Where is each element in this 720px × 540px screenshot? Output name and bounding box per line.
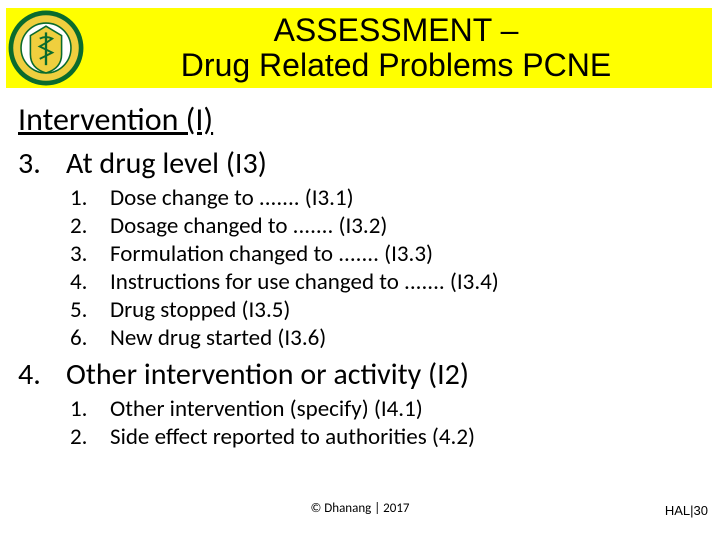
sub-num: 5. bbox=[66, 296, 110, 324]
sub-item: 4. Instructions for use changed to .....… bbox=[66, 268, 702, 296]
sub-num: 4. bbox=[66, 268, 110, 296]
outer-item: 4. Other intervention or activity (I2) bbox=[18, 356, 702, 393]
seal-icon bbox=[7, 9, 85, 87]
logo bbox=[6, 8, 86, 88]
sublist: 1. Other intervention (specify) (I4.1) 2… bbox=[66, 395, 702, 451]
sub-num: 3. bbox=[66, 240, 110, 268]
outer-label: At drug level (I3) bbox=[66, 145, 267, 182]
sub-label: Dosage changed to ....... (I3.2) bbox=[110, 212, 387, 240]
outer-num: 4. bbox=[18, 356, 66, 393]
sub-item: 2. Dosage changed to ....... (I3.2) bbox=[66, 212, 702, 240]
outer-label: Other intervention or activity (I2) bbox=[66, 356, 469, 393]
sub-num: 2. bbox=[66, 423, 110, 451]
sub-num: 1. bbox=[66, 184, 110, 212]
slide: ASSESSMENT – Drug Related Problems PCNE … bbox=[0, 0, 720, 540]
sub-item: 5. Drug stopped (I3.5) bbox=[66, 296, 702, 324]
footer-page-number: HAL|30 bbox=[665, 503, 708, 518]
sublist: 1. Dose change to ....... (I3.1) 2. Dosa… bbox=[66, 184, 702, 352]
sub-item: 3. Formulation changed to ....... (I3.3) bbox=[66, 240, 702, 268]
title-line-1: ASSESSMENT – bbox=[274, 12, 519, 48]
outer-item: 3. At drug level (I3) bbox=[18, 145, 702, 182]
slide-title: ASSESSMENT – Drug Related Problems PCNE bbox=[86, 13, 712, 83]
sub-num: 6. bbox=[66, 324, 110, 352]
sub-num: 2. bbox=[66, 212, 110, 240]
sub-label: Drug stopped (I3.5) bbox=[110, 296, 290, 324]
sub-item: 1. Other intervention (specify) (I4.1) bbox=[66, 395, 702, 423]
sub-label: Formulation changed to ....... (I3.3) bbox=[110, 240, 433, 268]
outer-num: 3. bbox=[18, 145, 66, 182]
sub-num: 1. bbox=[66, 395, 110, 423]
sub-item: 2. Side effect reported to authorities (… bbox=[66, 423, 702, 451]
sub-label: Other intervention (specify) (I4.1) bbox=[110, 395, 423, 423]
title-bar: ASSESSMENT – Drug Related Problems PCNE bbox=[6, 8, 712, 88]
title-line-2: Drug Related Problems PCNE bbox=[181, 47, 611, 83]
sub-item: 1. Dose change to ....... (I3.1) bbox=[66, 184, 702, 212]
section-heading: Intervention (I) bbox=[18, 100, 702, 139]
sub-label: Side effect reported to authorities (4.2… bbox=[110, 423, 475, 451]
sub-label: New drug started (I3.6) bbox=[110, 324, 326, 352]
sub-item: 6. New drug started (I3.6) bbox=[66, 324, 702, 352]
sub-label: Dose change to ....... (I3.1) bbox=[110, 184, 354, 212]
content-section: Intervention (I) 3. At drug level (I3) 1… bbox=[18, 100, 702, 451]
footer-copyright: © Dhanang | 2017 bbox=[0, 501, 720, 516]
sub-label: Instructions for use changed to ....... … bbox=[110, 268, 499, 296]
